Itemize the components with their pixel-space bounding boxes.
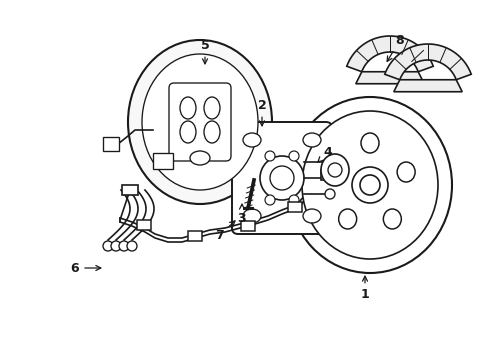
Text: 6: 6 xyxy=(71,261,101,274)
Circle shape xyxy=(325,157,334,167)
Ellipse shape xyxy=(302,111,437,259)
Ellipse shape xyxy=(180,121,196,143)
Ellipse shape xyxy=(324,162,342,182)
Ellipse shape xyxy=(203,97,220,119)
FancyBboxPatch shape xyxy=(169,83,230,161)
FancyBboxPatch shape xyxy=(137,220,151,230)
Circle shape xyxy=(269,166,293,190)
Circle shape xyxy=(111,241,121,251)
Text: 8: 8 xyxy=(386,33,404,62)
Ellipse shape xyxy=(360,133,378,153)
FancyBboxPatch shape xyxy=(103,137,119,151)
Text: 3: 3 xyxy=(237,204,246,225)
Text: 2: 2 xyxy=(257,99,266,126)
Circle shape xyxy=(264,195,274,205)
Ellipse shape xyxy=(303,209,320,223)
Circle shape xyxy=(327,163,341,177)
FancyBboxPatch shape xyxy=(241,221,254,231)
FancyBboxPatch shape xyxy=(287,202,302,212)
Ellipse shape xyxy=(243,209,261,223)
Circle shape xyxy=(103,241,113,251)
Ellipse shape xyxy=(190,151,209,165)
Ellipse shape xyxy=(287,97,451,273)
FancyBboxPatch shape xyxy=(153,153,173,169)
Circle shape xyxy=(264,151,274,161)
Circle shape xyxy=(325,189,334,199)
Text: 5: 5 xyxy=(200,39,209,64)
Polygon shape xyxy=(384,44,470,80)
Circle shape xyxy=(359,175,379,195)
FancyBboxPatch shape xyxy=(122,185,138,195)
Circle shape xyxy=(260,156,304,200)
Text: 1: 1 xyxy=(360,276,368,302)
Circle shape xyxy=(127,241,137,251)
Ellipse shape xyxy=(320,154,348,186)
Ellipse shape xyxy=(303,133,320,147)
FancyBboxPatch shape xyxy=(320,170,334,180)
Circle shape xyxy=(351,167,387,203)
Ellipse shape xyxy=(142,54,258,190)
Circle shape xyxy=(119,241,129,251)
Circle shape xyxy=(325,173,334,183)
Ellipse shape xyxy=(180,97,196,119)
Circle shape xyxy=(288,151,298,161)
Ellipse shape xyxy=(396,162,414,182)
Ellipse shape xyxy=(383,209,401,229)
Ellipse shape xyxy=(338,209,356,229)
FancyBboxPatch shape xyxy=(187,231,202,241)
Ellipse shape xyxy=(243,133,261,147)
Polygon shape xyxy=(346,36,432,72)
Text: 7: 7 xyxy=(215,221,235,242)
Polygon shape xyxy=(355,72,423,84)
Text: 4: 4 xyxy=(317,145,332,162)
Ellipse shape xyxy=(203,121,220,143)
Polygon shape xyxy=(393,80,461,92)
Ellipse shape xyxy=(128,40,271,204)
FancyBboxPatch shape xyxy=(231,122,331,234)
Circle shape xyxy=(288,195,298,205)
